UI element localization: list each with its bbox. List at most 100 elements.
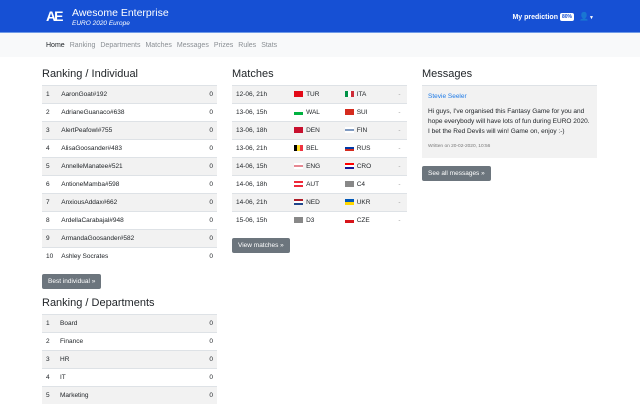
rank-cell: 7 xyxy=(42,194,57,212)
points-cell: 0 xyxy=(178,314,217,332)
points-cell: 0 xyxy=(197,122,217,140)
match-row[interactable]: 15-06, 15h D3 CZE - xyxy=(232,212,407,230)
navbar: AE Awesome Enterprise EURO 2020 Europe M… xyxy=(0,0,640,33)
view-matches-button[interactable]: View matches » xyxy=(232,238,290,253)
nav-departments[interactable]: Departments xyxy=(100,42,140,49)
flag-icon xyxy=(294,91,303,97)
best-individual-button[interactable]: Best individual » xyxy=(42,274,101,289)
rank-cell: 1 xyxy=(42,86,57,104)
flag-icon xyxy=(294,199,303,205)
name-cell: Board xyxy=(56,314,178,332)
brand-title[interactable]: Awesome Enterprise xyxy=(72,7,169,19)
nav-ranking[interactable]: Ranking xyxy=(70,42,96,49)
team-code: CZE xyxy=(357,217,370,224)
team-code: D3 xyxy=(306,217,314,224)
nav-rules[interactable]: Rules xyxy=(238,42,256,49)
flag-icon xyxy=(345,163,354,169)
home-team: WAL xyxy=(290,104,341,122)
matches-title: Matches xyxy=(232,68,407,80)
rank-cell: 4 xyxy=(42,140,57,158)
message-author[interactable]: Stevie Seeler xyxy=(428,92,591,102)
points-cell: 0 xyxy=(197,86,217,104)
rank-cell: 8 xyxy=(42,212,57,230)
away-team: FIN xyxy=(341,122,392,140)
sub-navigation: Home Ranking Departments Matches Messages Pri… xyxy=(0,33,640,57)
nav-prizes[interactable]: Prizes xyxy=(214,42,233,49)
flag-icon xyxy=(294,181,303,187)
home-team: AUT xyxy=(290,176,341,194)
name-cell: AnnelleManatee#521 xyxy=(57,158,197,176)
match-score: - xyxy=(392,122,407,140)
name-cell: AaronGoat#192 xyxy=(57,86,197,104)
points-cell: 0 xyxy=(197,140,217,158)
match-score: - xyxy=(392,212,407,230)
nav-matches[interactable]: Matches xyxy=(145,42,171,49)
match-score: - xyxy=(392,86,407,104)
prediction-badge: 80% xyxy=(560,13,574,21)
name-cell: ArmandaGoosander#582 xyxy=(57,230,197,248)
away-team: ITA xyxy=(341,86,392,104)
nav-messages[interactable]: Messages xyxy=(177,42,209,49)
flag-icon xyxy=(345,145,354,151)
match-time: 15-06, 15h xyxy=(232,212,290,230)
points-cell: 0 xyxy=(197,104,217,122)
match-time: 14-06, 18h xyxy=(232,176,290,194)
name-cell: Finance xyxy=(56,332,178,350)
match-row[interactable]: 12-06, 21h TUR ITA- xyxy=(232,86,407,104)
away-team: CZE xyxy=(341,212,392,230)
ranking-departments-title: Ranking / Departments xyxy=(42,297,217,309)
points-cell: 0 xyxy=(178,332,217,350)
points-cell: 0 xyxy=(178,386,217,404)
team-code: CRO xyxy=(357,163,371,170)
logo[interactable]: AE xyxy=(46,8,63,25)
ranking-individual-title: Ranking / Individual xyxy=(42,68,217,80)
flag-icon xyxy=(345,91,354,97)
rank-cell: 3 xyxy=(42,122,57,140)
home-team: TUR xyxy=(290,86,341,104)
match-score: - xyxy=(392,140,407,158)
name-cell: AdrianeGuanaco#638 xyxy=(57,104,197,122)
user-menu[interactable]: 👤▼ xyxy=(579,12,594,21)
rank-cell: 9 xyxy=(42,230,57,248)
match-time: 13-06, 21h xyxy=(232,140,290,158)
team-code: WAL xyxy=(306,109,320,116)
name-cell: ArdellaCarabajal#948 xyxy=(57,212,197,230)
rank-cell: 3 xyxy=(42,350,56,368)
team-code: TUR xyxy=(306,91,319,98)
see-all-messages-button[interactable]: See all messages » xyxy=(422,166,491,181)
team-code: NED xyxy=(306,199,320,206)
rank-cell: 4 xyxy=(42,368,56,386)
team-code: FIN xyxy=(357,127,367,134)
match-time: 14-06, 21h xyxy=(232,194,290,212)
nav-stats[interactable]: Stats xyxy=(261,42,277,49)
nav-home[interactable]: Home xyxy=(46,42,65,49)
message-date: Written on 20-02-2020, 10:56 xyxy=(428,142,591,152)
name-cell: AlertPeafowl#755 xyxy=(57,122,197,140)
home-team: ENG xyxy=(290,158,341,176)
away-team: UKR xyxy=(341,194,392,212)
match-time: 12-06, 21h xyxy=(232,86,290,104)
message-card: Stevie Seeler Hi guys, I've organised th… xyxy=(422,85,597,158)
flag-icon xyxy=(294,217,303,223)
flag-icon xyxy=(294,163,303,169)
flag-icon xyxy=(294,127,303,133)
caret-down-icon: ▼ xyxy=(589,15,594,21)
